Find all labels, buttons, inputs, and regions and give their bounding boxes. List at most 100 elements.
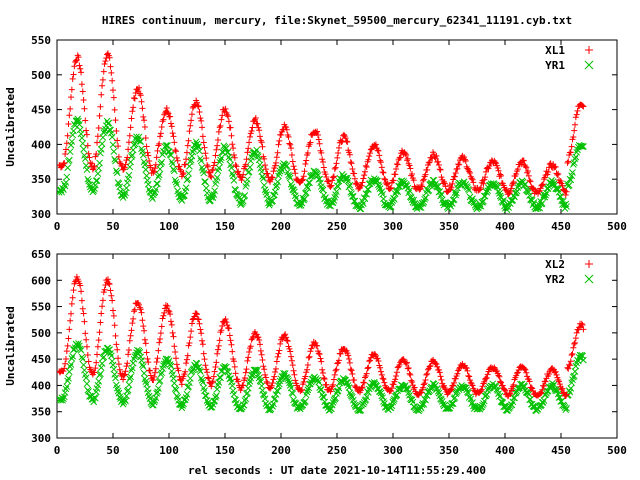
data-point [441,384,448,391]
data-point [202,362,209,369]
data-point [275,382,282,390]
data-point [196,320,203,327]
data-point [109,141,117,149]
data-point [164,109,171,116]
x-tick-label: 50 [106,444,119,457]
data-point [286,140,293,147]
data-point [568,143,575,150]
data-point [377,159,384,166]
data-point [270,168,277,175]
data-point [79,355,87,363]
data-point [405,189,413,197]
data-point [217,156,224,164]
data-point [514,370,521,377]
data-point [380,398,387,405]
data-point [254,120,261,127]
data-point [563,188,570,195]
data-point [204,369,211,376]
data-point [463,365,470,372]
data-point [106,281,113,288]
data-point [223,319,230,326]
data-point [506,390,513,397]
data-point [317,183,325,190]
data-point [110,365,118,373]
data-point [565,181,573,189]
data-point [376,152,383,159]
data-point [272,159,279,166]
data-point [205,375,212,382]
data-point [115,355,122,362]
data-point [218,116,225,123]
data-point [70,127,77,135]
data-point [322,171,329,178]
data-point [276,347,283,354]
data-point [154,355,161,362]
data-point [522,180,529,188]
data-point [452,191,460,199]
data-point [109,297,116,304]
data-point [215,342,222,349]
data-point [409,171,416,178]
data-point [69,352,77,360]
data-point [106,54,113,61]
data-point [152,369,158,376]
data-point [168,321,175,328]
data-point [393,372,400,379]
data-point [571,340,578,347]
data-point [345,183,353,191]
data-point [501,202,508,210]
data-point [199,337,206,344]
data-point [565,365,572,372]
data-point [486,163,493,170]
data-point [108,69,115,76]
data-point [289,390,297,397]
data-point [210,373,217,380]
data-point [366,153,373,160]
data-point [157,371,165,378]
data-point [69,131,77,139]
data-point [320,164,327,171]
data-point [570,133,577,140]
data-point [172,178,180,186]
data-point [510,394,518,402]
data-point [143,143,150,150]
data-point [307,380,314,388]
data-point [382,176,389,183]
y-tick-label: 400 [31,138,51,151]
legend-label: XL2 [545,258,565,271]
data-point [185,137,192,144]
data-point [568,352,575,359]
data-point [421,195,428,203]
y-axis-label: Uncalibrated [4,306,17,385]
data-point [227,124,234,131]
data-point [522,163,529,170]
data-point [391,196,398,203]
data-point [79,88,86,95]
data-point [260,363,267,370]
data-point [152,186,160,193]
data-point [442,183,449,190]
data-point [182,184,190,192]
data-point [229,141,236,148]
data-point [179,171,186,178]
data-point [559,385,566,392]
data-point [243,180,250,187]
data-point [325,178,332,185]
data-point [469,176,476,183]
data-point [436,369,443,376]
data-point [330,174,337,181]
data-point [178,381,185,388]
data-point [170,379,178,387]
data-point [501,386,508,393]
data-point [142,166,150,173]
data-point [112,157,119,165]
data-point [420,401,428,408]
data-point [137,138,145,145]
data-point [139,105,146,112]
data-point [196,108,203,115]
data-point [537,185,544,192]
x-tick-label: 500 [607,444,627,457]
data-point [97,364,105,371]
data-point [212,392,220,400]
data-point [540,397,548,404]
